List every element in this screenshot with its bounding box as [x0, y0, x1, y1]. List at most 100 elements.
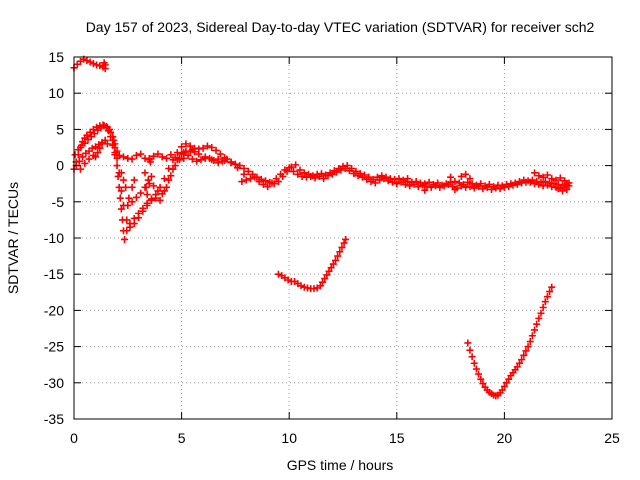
data-point: [472, 365, 480, 373]
data-point: [240, 170, 248, 178]
data-point: [334, 252, 342, 260]
data-point: [119, 153, 127, 161]
data-point: [358, 173, 366, 181]
data-point: [290, 167, 298, 175]
data-point: [195, 150, 203, 158]
data-point: [333, 168, 341, 176]
data-point: [101, 136, 109, 144]
data-point: [285, 164, 293, 172]
data-point: [139, 207, 147, 215]
data-point: [171, 154, 179, 162]
data-point: [470, 184, 478, 192]
data-point: [321, 275, 329, 283]
data-point: [457, 172, 465, 180]
data-point: [114, 172, 122, 180]
data-point: [147, 196, 155, 204]
data-point: [336, 248, 344, 256]
x-tick-label: 10: [281, 430, 297, 446]
data-point: [320, 175, 328, 183]
data-point: [76, 165, 84, 173]
data-point: [154, 187, 162, 195]
data-point: [156, 196, 164, 204]
data-point: [421, 186, 429, 194]
data-point: [284, 276, 292, 284]
data-point: [531, 169, 539, 177]
data-point: [393, 180, 401, 188]
data-point: [543, 293, 551, 301]
data-point: [156, 183, 164, 191]
data-point: [323, 271, 331, 279]
data-point: [113, 162, 121, 170]
data-point: [297, 282, 305, 290]
data-point: [137, 189, 145, 197]
y-tick-label: 10: [48, 85, 64, 101]
y-tick-label: 0: [56, 158, 64, 174]
data-point: [150, 152, 158, 160]
data-point: [563, 185, 571, 193]
data-point: [541, 178, 549, 186]
data-point: [543, 171, 551, 179]
data-point: [255, 178, 263, 186]
data-point: [251, 173, 259, 181]
data-point: [74, 146, 82, 154]
data-point: [340, 239, 348, 247]
data-point: [169, 165, 177, 173]
data-point: [410, 180, 418, 188]
data-point: [231, 160, 239, 168]
data-point: [404, 175, 412, 183]
data-point: [376, 176, 384, 184]
data-point: [300, 169, 308, 177]
data-point: [477, 375, 485, 383]
data-point: [462, 170, 470, 178]
data-point: [479, 185, 487, 193]
data-point: [498, 386, 506, 394]
data-point: [272, 175, 280, 183]
data-point: [483, 183, 491, 191]
chart-title: Day 157 of 2023, Sidereal Day-to-day VTE…: [86, 19, 595, 35]
data-point: [535, 314, 543, 322]
data-point: [515, 359, 523, 367]
data-point: [242, 176, 250, 184]
data-point: [342, 235, 350, 243]
data-point: [160, 175, 168, 183]
data-point: [325, 267, 333, 275]
data-point: [88, 144, 96, 152]
data-point: [163, 154, 171, 162]
data-point: [324, 172, 332, 180]
data-point: [147, 172, 155, 180]
data-point: [268, 179, 276, 187]
data-point: [238, 178, 246, 186]
data-point: [117, 169, 125, 177]
data-point: [528, 332, 536, 340]
data-point: [193, 157, 201, 165]
data-point: [451, 178, 459, 186]
data-point: [548, 283, 556, 291]
data-point: [123, 227, 131, 235]
data-point: [281, 166, 289, 174]
data-point: [144, 176, 152, 184]
data-point: [125, 194, 133, 202]
data-point: [535, 172, 543, 180]
data-point: [167, 151, 175, 159]
data-point: [338, 243, 346, 251]
data-point: [561, 177, 569, 185]
data-point: [203, 142, 211, 150]
data-point: [470, 359, 478, 367]
data-point: [137, 150, 145, 158]
data-point: [173, 149, 181, 157]
data-point: [154, 150, 162, 158]
data-point: [123, 216, 131, 224]
x-tick-label: 15: [389, 430, 405, 446]
data-point: [85, 155, 93, 163]
data-point: [128, 183, 136, 191]
data-point: [419, 181, 427, 189]
data-point: [475, 370, 483, 378]
y-tick-label: -10: [44, 230, 64, 246]
data-point: [475, 183, 483, 191]
x-tick-label: 20: [497, 430, 513, 446]
data-point: [552, 176, 560, 184]
data-point: [145, 156, 153, 164]
data-point: [121, 235, 129, 243]
data-point: [337, 166, 345, 174]
